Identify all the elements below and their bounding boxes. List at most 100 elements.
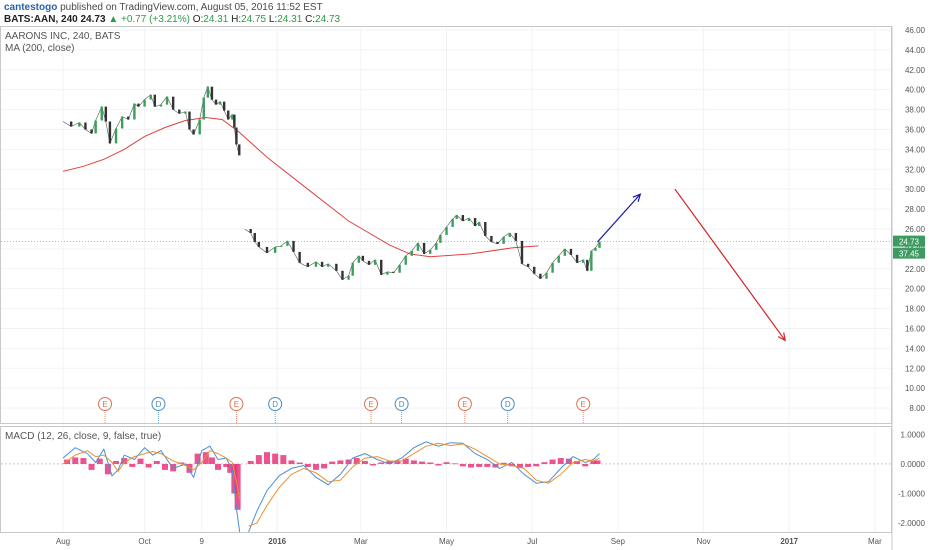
price-candle bbox=[314, 261, 318, 267]
event-label: D bbox=[399, 400, 405, 409]
price-candle bbox=[69, 121, 73, 127]
price-tick-label: 20.00 bbox=[905, 285, 926, 294]
macd-line bbox=[248, 441, 600, 533]
high-label: H: bbox=[231, 14, 242, 25]
time-tick-label: Mar bbox=[354, 537, 368, 546]
arrow-annotations bbox=[597, 188, 786, 342]
price-candle bbox=[455, 215, 458, 220]
price-candle bbox=[502, 236, 505, 244]
price-candle bbox=[477, 222, 481, 226]
price-candle bbox=[586, 259, 589, 271]
macd-histogram-bar bbox=[419, 461, 426, 464]
macd-histogram-bar bbox=[321, 463, 328, 469]
close-label: C: bbox=[305, 14, 316, 25]
macd-histogram-bar bbox=[410, 460, 417, 464]
price-tick-label: 32.00 bbox=[905, 165, 926, 174]
price-layer bbox=[62, 85, 601, 281]
low-value: 24.31 bbox=[277, 14, 303, 25]
price-tick-label: 10.00 bbox=[905, 384, 926, 393]
price-candle bbox=[473, 218, 477, 226]
macd-histogram-bar bbox=[361, 461, 368, 464]
macd-histogram-bar bbox=[435, 463, 442, 466]
price-candle bbox=[533, 266, 536, 274]
price-candle bbox=[341, 270, 344, 280]
macd-histogram-bar bbox=[227, 463, 234, 473]
price-candle bbox=[590, 250, 593, 271]
price-candle bbox=[416, 242, 420, 251]
grid-lines bbox=[1, 27, 891, 532]
macd-histogram-bar bbox=[541, 462, 548, 464]
arrow-line bbox=[674, 188, 786, 341]
macd-layer bbox=[1, 441, 891, 533]
macd-histogram-bar bbox=[137, 458, 144, 464]
price-candle bbox=[202, 97, 205, 120]
macd-histogram-bar bbox=[557, 458, 564, 464]
price-candle bbox=[78, 122, 81, 127]
price-candle bbox=[273, 246, 277, 253]
price-candle bbox=[192, 129, 195, 135]
price-axis[interactable]: 46.00 44.00 42.00 40.00 38.00 36.00 34.00 32.00… bbox=[905, 26, 926, 413]
time-tick-label: 2016 bbox=[268, 537, 286, 546]
macd-histogram-bar bbox=[194, 453, 201, 464]
price-chart[interactable]: AARONS INC, 240, BATS MA (200, close) MA… bbox=[0, 26, 932, 550]
arrow-head bbox=[632, 193, 642, 203]
macd-histogram-bar bbox=[96, 458, 103, 464]
price-candle bbox=[439, 234, 442, 243]
macd-histogram-bar bbox=[370, 463, 377, 466]
time-tick-label: 2017 bbox=[780, 537, 798, 546]
event-label: E bbox=[102, 400, 107, 409]
dividend-icon bbox=[500, 397, 515, 411]
macd-histogram-bar bbox=[145, 463, 152, 468]
price-candle bbox=[298, 251, 301, 263]
macd-histogram-bar bbox=[72, 457, 79, 464]
event-label: E bbox=[234, 400, 239, 409]
price-candle bbox=[490, 235, 493, 242]
ma-200-layer bbox=[62, 116, 539, 258]
event-label: D bbox=[505, 400, 511, 409]
price-candle bbox=[238, 144, 241, 156]
publish-line: cantestogo published on TradingView.com,… bbox=[4, 2, 323, 13]
author-link[interactable]: cantestogo bbox=[4, 2, 58, 13]
price-candle bbox=[94, 120, 97, 134]
price-candle bbox=[520, 240, 524, 264]
time-axis[interactable]: Aug Oct 9 2016 Mar May Jul Sep Nov 2017 Mar bbox=[56, 537, 882, 546]
ma-value-badge-text: 37.45 bbox=[899, 250, 920, 259]
time-tick-label: 9 bbox=[199, 537, 204, 546]
macd-histogram-bar bbox=[178, 462, 185, 464]
open-value: 24.31 bbox=[203, 14, 229, 25]
macd-tick-label: 1.0000 bbox=[901, 430, 926, 439]
price-tick-label: 8.00 bbox=[909, 404, 925, 413]
price-candle bbox=[222, 101, 226, 111]
price-candle bbox=[149, 94, 152, 100]
ma-value-badge bbox=[893, 247, 925, 259]
price-candle bbox=[569, 248, 573, 255]
time-tick-label: Jul bbox=[527, 537, 537, 546]
ma-200-line bbox=[62, 116, 539, 258]
price-tick-label: 14.00 bbox=[905, 344, 926, 353]
price-candle bbox=[367, 260, 371, 265]
price-badges: 24.73 37.45 bbox=[893, 235, 925, 259]
event-label: E bbox=[368, 400, 373, 409]
macd-histogram-bar bbox=[304, 463, 311, 467]
price-candle bbox=[392, 271, 395, 273]
price-candle bbox=[100, 106, 103, 121]
price-candle bbox=[508, 232, 511, 237]
price-candle bbox=[198, 119, 201, 135]
price-candle bbox=[582, 259, 585, 263]
price-candle bbox=[484, 222, 487, 236]
time-tick-label: Aug bbox=[56, 537, 70, 546]
price-candle bbox=[178, 109, 181, 114]
macd-histogram-bar bbox=[500, 462, 507, 464]
macd-axis[interactable]: 1.0000 0.0000 -1.0000 -2.0000 bbox=[898, 430, 926, 528]
macd-histogram-bar bbox=[345, 459, 352, 464]
price-candle bbox=[227, 110, 230, 120]
macd-histogram-bar bbox=[427, 462, 434, 464]
event-label: E bbox=[462, 400, 467, 409]
earnings-icon bbox=[364, 397, 379, 411]
price-candle bbox=[114, 128, 118, 144]
up-triangle-icon: ▲ bbox=[108, 14, 119, 25]
macd-histogram-bar bbox=[386, 461, 393, 464]
price-tick-label: 28.00 bbox=[905, 205, 926, 214]
price-candle bbox=[257, 241, 261, 247]
